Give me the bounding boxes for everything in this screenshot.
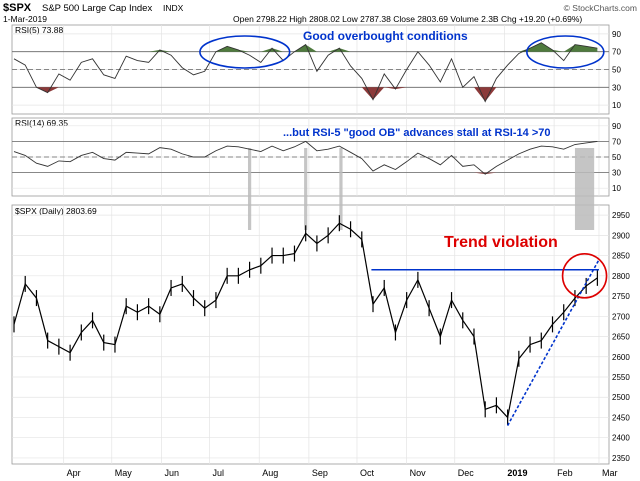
highlight-bar (339, 148, 343, 230)
y-tick-label: 10 (612, 101, 621, 110)
price-line (13, 222, 598, 419)
y-tick-label: 70 (612, 137, 621, 146)
rsi14-label: RSI(14) 69.35 (15, 118, 68, 128)
y-tick-label: 90 (612, 30, 621, 39)
y-tick-label: 2400 (612, 434, 630, 443)
rsi14-oversold-fill (14, 172, 598, 175)
x-tick-label: Mar (602, 468, 618, 478)
y-tick-label: 2950 (612, 211, 630, 220)
trend-violation-circle (561, 253, 608, 299)
y-tick-label: 2700 (612, 312, 630, 321)
watermark: © StockCharts.com (564, 3, 637, 13)
x-tick-label: May (115, 468, 133, 478)
x-tick-label: Jun (164, 468, 179, 478)
y-tick-label: 2900 (612, 231, 630, 240)
symbol-title: $SPX (3, 2, 32, 14)
y-tick-label: 90 (612, 122, 621, 131)
uptrend-line (506, 259, 600, 426)
rsi5-oversold-fill (14, 87, 598, 102)
y-tick-label: 2750 (612, 292, 630, 301)
index-name: S&P 500 Large Cap Index (42, 3, 152, 14)
rsi5-label: RSI(5) 73.88 (15, 25, 63, 35)
x-tick-label: Apr (67, 468, 81, 478)
x-tick-label: Feb (557, 468, 573, 478)
y-tick-label: 50 (612, 153, 621, 162)
y-tick-label: 2350 (612, 454, 630, 463)
y-tick-label: 30 (612, 83, 621, 92)
price-panel: $SPX (Daily) 2803.69 (11, 204, 610, 465)
x-tick-label: Dec (458, 468, 475, 478)
highlight-bar (304, 148, 308, 230)
y-tick-label: 30 (612, 169, 621, 178)
chart-date: 1-Mar-2019 (3, 14, 47, 24)
highlight-bar (574, 148, 595, 230)
rsi5-annotation: Good overbought conditions (303, 29, 468, 43)
x-tick-label: 2019 (507, 468, 527, 478)
price-label: $SPX (Daily) 2803.69 (15, 206, 97, 216)
y-tick-label: 2550 (612, 373, 630, 382)
price-annotation: Trend violation (444, 234, 558, 251)
x-tick-label: Sep (312, 468, 328, 478)
rsi5-line (13, 42, 598, 103)
overbought-ellipse (526, 35, 605, 69)
x-tick-label: Jul (213, 468, 225, 478)
y-tick-label: 2450 (612, 413, 630, 422)
y-tick-label: 2600 (612, 353, 630, 362)
highlight-bar (247, 148, 252, 230)
x-tick-label: Aug (262, 468, 278, 478)
exchange-label: INDX (163, 3, 184, 13)
y-tick-label: 70 (612, 48, 621, 57)
rsi14-annotation: ...but RSI-5 "good OB" advances stall at… (283, 127, 550, 139)
rsi5-overbought-fill (14, 42, 598, 52)
y-tick-label: 2800 (612, 272, 630, 281)
rsi14-line (13, 140, 598, 175)
quote-line: Open 2798.22 High 2808.02 Low 2787.38 Cl… (233, 14, 582, 24)
y-tick-label: 2850 (612, 252, 630, 261)
y-tick-label: 50 (612, 66, 621, 75)
x-tick-label: Oct (360, 468, 375, 478)
overbought-ellipse (199, 35, 291, 69)
y-tick-label: 10 (612, 184, 621, 193)
y-tick-label: 2650 (612, 333, 630, 342)
y-tick-label: 2500 (612, 393, 630, 402)
x-tick-label: Nov (410, 468, 427, 478)
